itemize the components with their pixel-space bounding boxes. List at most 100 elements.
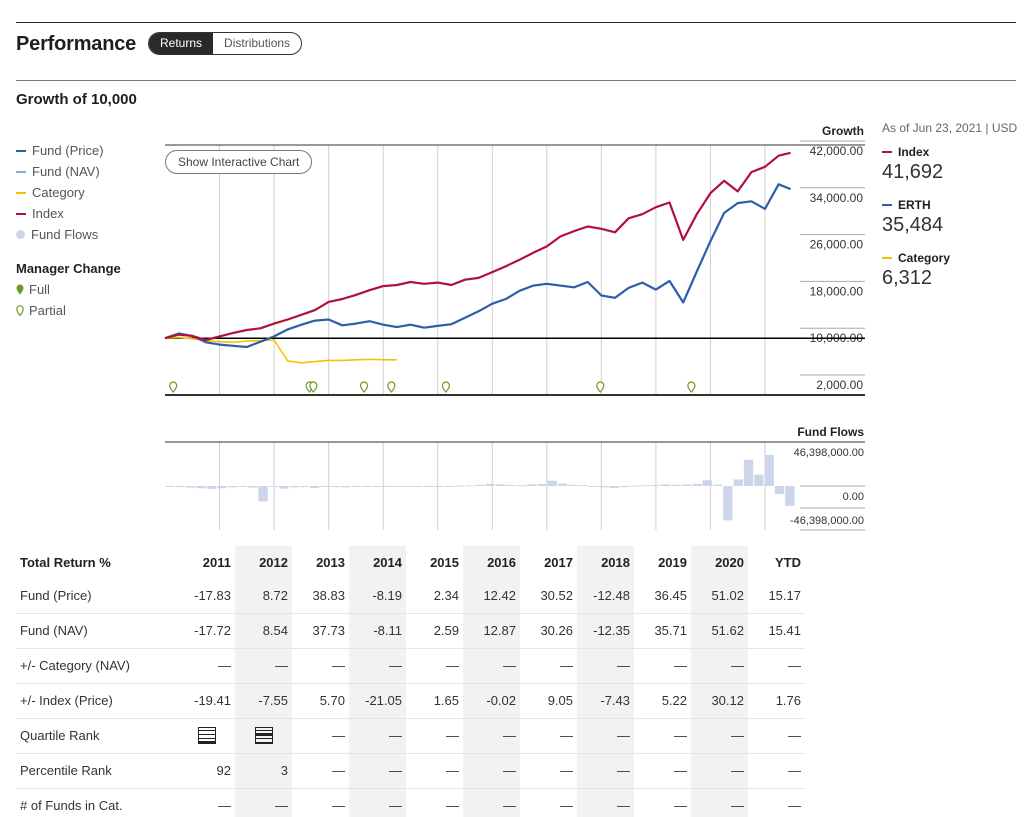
year-header: 2014 (349, 546, 406, 578)
fund-flow-bar (268, 486, 279, 487)
fund-flow-bar (403, 486, 413, 487)
fund-flow-bar (310, 486, 320, 488)
as-of-date: As of Jun 23, 2021 | USD (882, 121, 1018, 135)
table-cell: 8.72 (235, 578, 292, 614)
table-cell: — (634, 753, 691, 789)
table-cell: 1.65 (406, 683, 463, 719)
row-label: # of Funds in Cat. (16, 788, 178, 817)
growth-title: Growth of 10,000 (16, 91, 137, 108)
table-cell: — (691, 648, 748, 684)
quartile-icon (197, 727, 216, 745)
table-cell: — (748, 648, 805, 684)
summary-fund-value: 35,484 (882, 214, 944, 236)
fund-flow-bar (227, 486, 237, 488)
year-header: 2016 (463, 546, 520, 578)
table-cell: 30.52 (520, 578, 577, 614)
table-header-row: Total Return % 2011 2012 2013 2014 2015 … (16, 546, 805, 578)
summary-category-value: 6,312 (882, 267, 933, 289)
table-cell: — (406, 648, 463, 684)
legend-item-category[interactable]: Category (16, 182, 121, 203)
table-cell: — (748, 753, 805, 789)
legend-item-index[interactable]: Index (16, 203, 121, 224)
page-title: Performance (16, 33, 137, 55)
fund-flow-bar (175, 486, 186, 488)
fund-flow-bar (630, 485, 640, 487)
summary-panel: As of Jun 23, 2021 | USD Index 41,692 ER… (882, 121, 1022, 290)
row-label: Percentile Rank (16, 753, 178, 789)
fund-flow-bar (299, 486, 310, 488)
table-cell: — (406, 753, 463, 789)
fund-flow-bar (165, 486, 175, 487)
fund-flow-bar (733, 479, 743, 486)
manager-change-pin-icon (387, 381, 396, 393)
year-header: 2018 (577, 546, 634, 578)
table-cell: 2.59 (406, 613, 463, 649)
fund-flow-bar (465, 485, 475, 487)
manager-change-pin-icon (309, 381, 318, 393)
table-row: Fund (Price) -17.83 8.72 38.83 -8.19 2.34 12.4… (16, 578, 805, 614)
fund-flow-bar (372, 486, 382, 487)
table-row: +/- Category (NAV) — — — — — — — — — — — (16, 648, 805, 684)
table-cell: — (406, 788, 463, 817)
year-header: YTD (775, 554, 801, 570)
manager-change-pin-icon (687, 381, 696, 393)
tab-returns[interactable]: Returns (149, 33, 214, 54)
manager-change-pin-icon (596, 381, 605, 393)
fund-flow-bar (320, 486, 330, 487)
flows-tick-label: -46,398,000.00 (790, 515, 864, 527)
fund-flow-bar (681, 484, 692, 486)
table-cell: — (235, 648, 292, 684)
table-cell: -0.02 (463, 683, 520, 719)
fund-flow-bar (568, 484, 578, 486)
fund-flow-bar (392, 486, 403, 487)
fund-flow-bar (495, 484, 506, 486)
flows-tick-label: 46,398,000.00 (794, 447, 864, 459)
legend-item-full: Full (16, 279, 121, 300)
fund-flow-bar (351, 486, 361, 487)
year-header: 2012 (235, 546, 292, 578)
legend-item-fund-price[interactable]: Fund (Price) (16, 140, 121, 161)
fund-flow-bar (413, 486, 423, 488)
legend-item-fund-nav[interactable]: Fund (NAV) (16, 161, 121, 182)
table-cell: 51.02 (691, 578, 748, 614)
table-cell: -19.41 (178, 683, 235, 719)
fund-flow-bar (650, 485, 661, 487)
table-cell: — (349, 648, 406, 684)
table-cell: — (349, 788, 406, 817)
fund-flow-bar (588, 486, 599, 487)
table-cell: — (349, 753, 406, 789)
table-cell: 8.54 (235, 613, 292, 649)
chart-legend: Fund (Price) Fund (NAV) Category Index F… (16, 140, 121, 321)
summary-category: Category 6,312 (882, 251, 1022, 290)
year-header: 2013 (316, 554, 345, 570)
row-label: +/- Index (Price) (16, 683, 178, 719)
fund-flow-bar (444, 486, 454, 487)
fund-flow-bar (640, 485, 650, 487)
table-row: Quartile Rank — — — — — — — — — (16, 718, 805, 754)
table-cell: -7.55 (235, 683, 292, 719)
table-cell: — (691, 718, 748, 754)
fund-flow-bar (557, 483, 568, 486)
table-cell: 92 (178, 753, 235, 789)
table-row: Percentile Rank 92 3— — — — — — — — — (16, 753, 805, 789)
full-pin-icon (16, 284, 24, 295)
total-return-table: Total Return % 2011 2012 2013 2014 2015 … (16, 546, 805, 817)
legend-item-fund-flows[interactable]: Fund Flows (16, 224, 121, 245)
table-cell: — (178, 788, 235, 817)
fund-flow-bar (279, 486, 289, 489)
flows-axis-title: Fund Flows (797, 425, 864, 439)
fund-flow-bar (723, 486, 733, 521)
tab-distributions[interactable]: Distributions (224, 36, 291, 50)
row-label: Fund (NAV) (16, 613, 178, 649)
table-row: +/- Index (Price) -19.41 -7.55 5.70 -21.05 1.… (16, 683, 805, 719)
table-header-label: Total Return % (20, 554, 111, 570)
table-cell: 15.41 (748, 613, 805, 649)
show-interactive-chart-button[interactable]: Show Interactive Chart (165, 150, 313, 174)
year-header: 2011 (202, 554, 231, 570)
table-cell: 38.83 (292, 578, 349, 614)
table-cell: — (520, 648, 577, 684)
y-tick-label: 34,000.00 (810, 191, 864, 205)
summary-category-label: Category (898, 251, 951, 265)
table-cell: 5.22 (634, 683, 691, 719)
